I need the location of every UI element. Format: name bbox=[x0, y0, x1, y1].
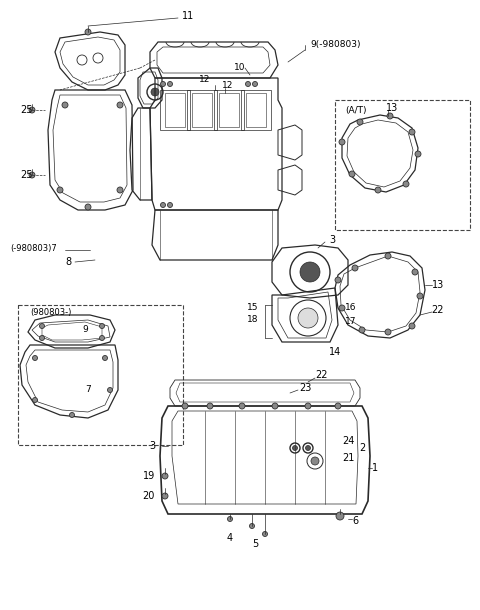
Circle shape bbox=[339, 139, 345, 145]
Circle shape bbox=[298, 308, 318, 328]
Circle shape bbox=[151, 88, 159, 96]
Circle shape bbox=[387, 113, 393, 119]
Circle shape bbox=[182, 403, 188, 409]
Circle shape bbox=[85, 29, 91, 35]
Circle shape bbox=[385, 253, 391, 259]
Circle shape bbox=[117, 187, 123, 193]
Circle shape bbox=[228, 517, 232, 522]
Circle shape bbox=[57, 187, 63, 193]
Circle shape bbox=[375, 187, 381, 193]
Bar bbox=[335, 100, 470, 230]
Text: 10: 10 bbox=[233, 63, 245, 73]
Text: 17: 17 bbox=[345, 317, 357, 326]
Circle shape bbox=[412, 269, 418, 275]
Text: 22: 22 bbox=[316, 370, 328, 380]
Text: 23: 23 bbox=[299, 383, 311, 393]
Circle shape bbox=[409, 323, 415, 329]
Circle shape bbox=[250, 523, 254, 528]
Text: 14: 14 bbox=[329, 347, 341, 357]
Circle shape bbox=[29, 107, 35, 113]
Circle shape bbox=[252, 82, 257, 87]
Text: 12: 12 bbox=[222, 81, 234, 90]
Text: 25: 25 bbox=[20, 105, 33, 115]
Text: 9: 9 bbox=[82, 326, 88, 334]
Circle shape bbox=[349, 171, 355, 177]
Circle shape bbox=[292, 445, 298, 451]
Text: 1: 1 bbox=[372, 463, 378, 473]
Circle shape bbox=[33, 356, 37, 361]
Circle shape bbox=[207, 403, 213, 409]
Circle shape bbox=[103, 356, 108, 361]
Circle shape bbox=[160, 82, 166, 87]
Text: 8: 8 bbox=[65, 257, 71, 267]
Text: 18: 18 bbox=[247, 315, 258, 325]
Circle shape bbox=[99, 336, 105, 340]
Circle shape bbox=[385, 329, 391, 335]
Text: 15: 15 bbox=[247, 304, 258, 312]
Circle shape bbox=[272, 403, 278, 409]
Circle shape bbox=[99, 323, 105, 329]
Bar bbox=[18, 305, 183, 445]
Text: 4: 4 bbox=[227, 533, 233, 543]
Circle shape bbox=[168, 203, 172, 207]
Circle shape bbox=[117, 102, 123, 108]
Text: 9(-980803): 9(-980803) bbox=[310, 40, 360, 49]
Circle shape bbox=[339, 305, 345, 311]
Text: 2: 2 bbox=[359, 443, 365, 453]
Circle shape bbox=[336, 512, 344, 520]
Circle shape bbox=[300, 262, 320, 282]
Circle shape bbox=[168, 82, 172, 87]
Text: (980803-): (980803-) bbox=[30, 309, 72, 317]
Circle shape bbox=[108, 387, 112, 392]
Text: 22: 22 bbox=[432, 305, 444, 315]
Text: 3: 3 bbox=[149, 441, 155, 451]
Circle shape bbox=[245, 82, 251, 87]
Circle shape bbox=[70, 412, 74, 417]
Text: 24: 24 bbox=[342, 436, 354, 446]
Circle shape bbox=[335, 403, 341, 409]
Circle shape bbox=[39, 323, 45, 329]
Circle shape bbox=[357, 119, 363, 125]
Circle shape bbox=[263, 531, 267, 537]
Circle shape bbox=[409, 129, 415, 135]
Text: 25: 25 bbox=[20, 170, 33, 180]
Text: 12: 12 bbox=[199, 76, 211, 85]
Text: 16: 16 bbox=[345, 304, 357, 312]
Circle shape bbox=[39, 336, 45, 340]
Circle shape bbox=[417, 293, 423, 299]
Circle shape bbox=[160, 203, 166, 207]
Circle shape bbox=[311, 457, 319, 465]
Text: (A/T): (A/T) bbox=[345, 106, 367, 115]
Circle shape bbox=[33, 398, 37, 403]
Text: (-980803)7: (-980803)7 bbox=[10, 243, 57, 253]
Text: 11: 11 bbox=[182, 11, 194, 21]
Circle shape bbox=[162, 493, 168, 499]
Circle shape bbox=[352, 265, 358, 271]
Circle shape bbox=[335, 277, 341, 283]
Circle shape bbox=[29, 172, 35, 178]
Circle shape bbox=[162, 473, 168, 479]
Text: 6: 6 bbox=[352, 516, 358, 526]
Text: 13: 13 bbox=[386, 103, 398, 113]
Circle shape bbox=[239, 403, 245, 409]
Text: 5: 5 bbox=[252, 539, 258, 549]
Text: 21: 21 bbox=[342, 453, 354, 463]
Text: 3: 3 bbox=[329, 235, 335, 245]
Circle shape bbox=[359, 327, 365, 333]
Text: 19: 19 bbox=[143, 471, 155, 481]
Text: 20: 20 bbox=[143, 491, 155, 501]
Circle shape bbox=[85, 204, 91, 210]
Circle shape bbox=[403, 181, 409, 187]
Text: 7: 7 bbox=[85, 386, 91, 395]
Circle shape bbox=[415, 151, 421, 157]
Circle shape bbox=[305, 403, 311, 409]
Circle shape bbox=[305, 445, 311, 451]
Text: 13: 13 bbox=[432, 280, 444, 290]
Circle shape bbox=[62, 102, 68, 108]
